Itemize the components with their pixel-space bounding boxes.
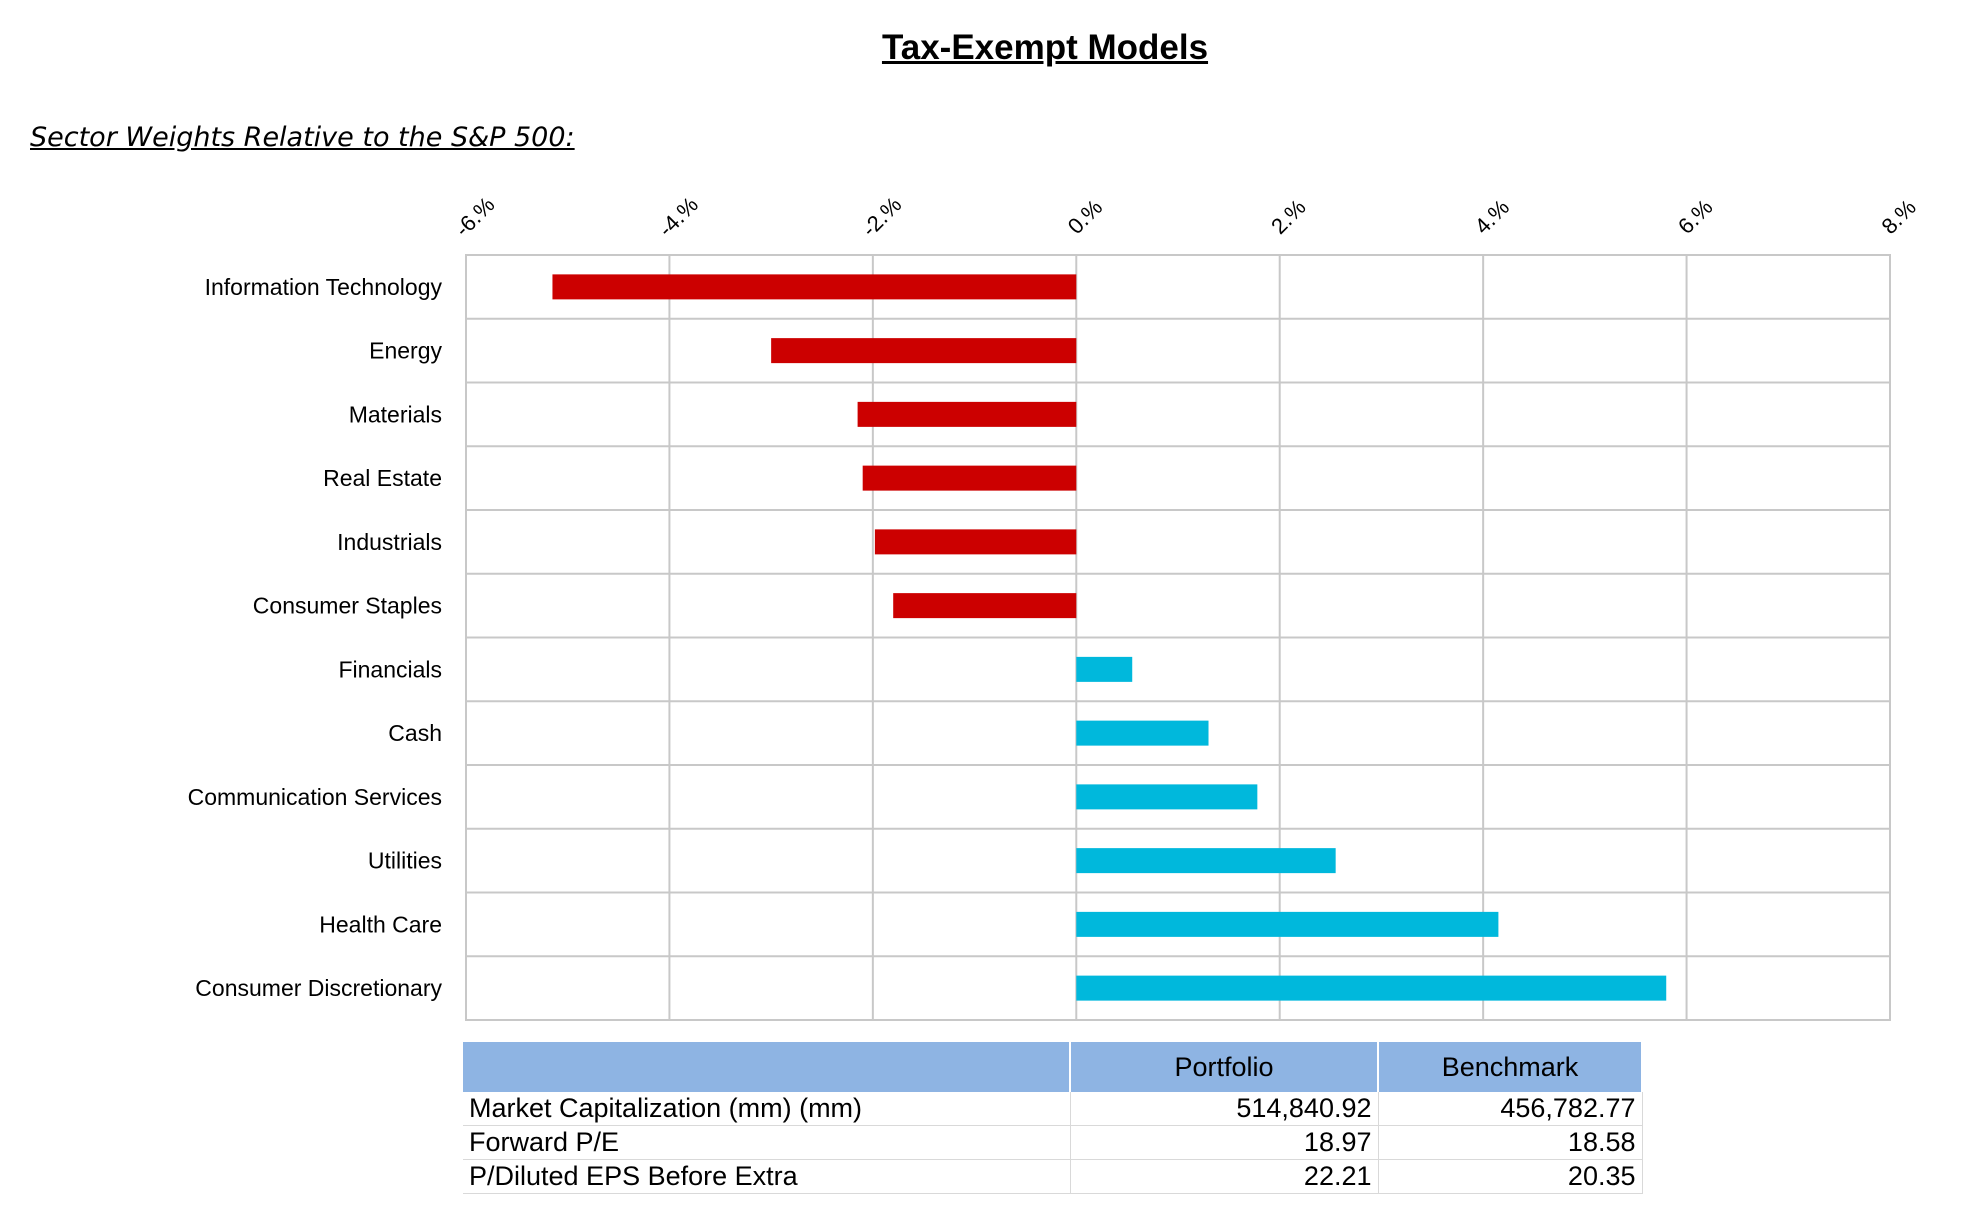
stats-portfolio-value: 22.21 bbox=[1070, 1159, 1379, 1194]
category-label: Utilities bbox=[368, 848, 442, 874]
stats-metric: P/Diluted EPS Before Extra bbox=[463, 1159, 1071, 1194]
stats-header-row: Portfolio Benchmark bbox=[463, 1042, 1643, 1092]
category-label: Energy bbox=[369, 338, 442, 364]
x-tick-label: 4.% bbox=[1470, 194, 1514, 238]
bar-layer bbox=[552, 274, 1667, 1001]
bar bbox=[1076, 784, 1258, 810]
category-label: Consumer Discretionary bbox=[195, 975, 442, 1001]
bar bbox=[1076, 848, 1336, 874]
x-tick-label: -6.% bbox=[450, 192, 500, 242]
bar bbox=[1076, 720, 1209, 746]
stats-benchmark-value: 18.58 bbox=[1378, 1125, 1643, 1160]
table-row: Market Capitalization (mm) (mm) 514,840.… bbox=[463, 1092, 1643, 1126]
page-title: Tax-Exempt Models bbox=[881, 28, 1209, 67]
x-tick-label: 6.% bbox=[1673, 194, 1717, 238]
category-label: Communication Services bbox=[188, 784, 442, 810]
x-axis-ticks: -6.% -4.% -2.% 0.% 2.% 4.% 6.% 8.% bbox=[450, 192, 1921, 242]
bar bbox=[552, 274, 1077, 300]
x-tick-label: -2.% bbox=[857, 192, 907, 242]
chart-subtitle: Sector Weights Relative to the S&P 500: bbox=[30, 122, 575, 153]
stats-portfolio-value: 514,840.92 bbox=[1070, 1092, 1379, 1126]
category-label: Consumer Staples bbox=[253, 593, 442, 619]
bar bbox=[1076, 975, 1667, 1001]
sector-weights-chart: -6.% -4.% -2.% 0.% 2.% 4.% 6.% 8.% Information … bbox=[188, 192, 1921, 1021]
stats-header-blank bbox=[463, 1042, 1071, 1092]
table-row: Forward P/E 18.97 18.58 bbox=[463, 1125, 1643, 1160]
bar bbox=[1076, 656, 1133, 682]
category-label: Real Estate bbox=[323, 465, 442, 491]
stats-benchmark-value: 456,782.77 bbox=[1378, 1092, 1643, 1126]
bar bbox=[857, 401, 1077, 427]
category-label: Health Care bbox=[319, 911, 442, 937]
bar bbox=[862, 465, 1077, 491]
category-label: Cash bbox=[388, 720, 442, 746]
category-label: Financials bbox=[338, 656, 442, 682]
stats-metric: Market Capitalization (mm) (mm) bbox=[463, 1092, 1071, 1126]
bar bbox=[1076, 911, 1499, 937]
bar bbox=[893, 593, 1077, 619]
stats-portfolio-value: 18.97 bbox=[1070, 1125, 1379, 1160]
stats-table: Portfolio Benchmark Market Capitalizatio… bbox=[463, 1042, 1643, 1194]
category-label: Materials bbox=[349, 401, 442, 427]
y-axis-categories: Information Technology Energy Materials Rea… bbox=[188, 274, 443, 1001]
stats-header-benchmark: Benchmark bbox=[1378, 1042, 1643, 1092]
category-label: Industrials bbox=[337, 529, 442, 555]
category-label: Information Technology bbox=[205, 274, 443, 300]
stats-benchmark-value: 20.35 bbox=[1378, 1159, 1643, 1194]
x-tick-label: -4.% bbox=[653, 192, 703, 242]
stats-header-portfolio: Portfolio bbox=[1070, 1042, 1379, 1092]
bar bbox=[771, 338, 1077, 364]
stats-metric: Forward P/E bbox=[463, 1125, 1071, 1160]
x-tick-label: 0.% bbox=[1063, 194, 1107, 238]
x-tick-label: 8.% bbox=[1876, 194, 1920, 238]
x-tick-label: 2.% bbox=[1266, 194, 1310, 238]
grid-layer bbox=[465, 254, 1891, 1021]
bar bbox=[874, 529, 1077, 555]
table-row: P/Diluted EPS Before Extra 22.21 20.35 bbox=[463, 1159, 1643, 1194]
